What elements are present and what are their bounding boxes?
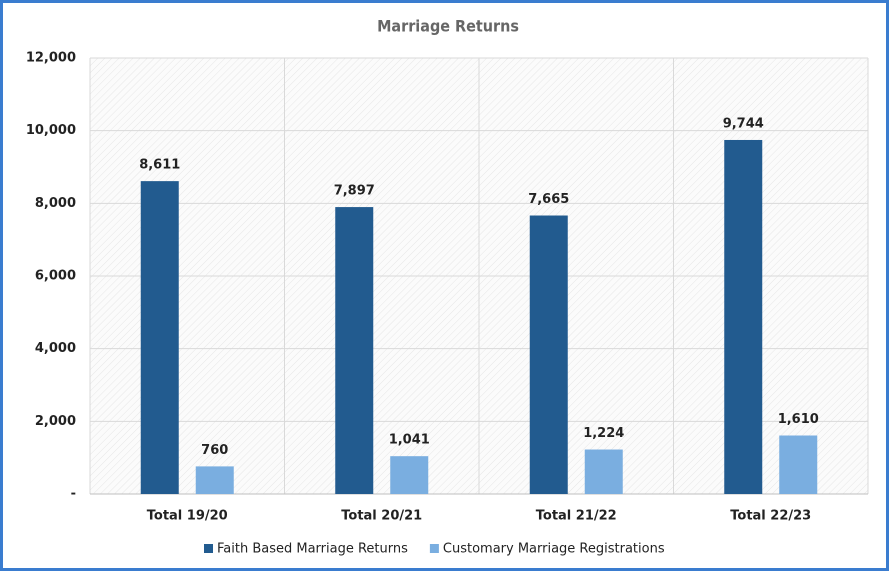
data-label: 1,041 bbox=[389, 433, 430, 448]
data-label: 1,610 bbox=[778, 412, 819, 427]
bar bbox=[335, 207, 374, 494]
x-tick-label: Total 21/22 bbox=[536, 509, 617, 524]
data-label: 1,224 bbox=[583, 426, 624, 441]
x-tick-label: Total 22/23 bbox=[730, 509, 811, 524]
bar bbox=[390, 456, 429, 494]
data-label: 8,611 bbox=[139, 158, 180, 173]
data-label: 7,665 bbox=[528, 192, 569, 207]
y-tick-label: - bbox=[71, 487, 76, 502]
bar bbox=[529, 215, 568, 494]
y-tick-label: 6,000 bbox=[35, 269, 76, 284]
bar bbox=[779, 435, 818, 494]
bar bbox=[584, 449, 623, 494]
data-label: 9,744 bbox=[723, 116, 764, 131]
x-tick-label: Total 20/21 bbox=[341, 509, 422, 524]
data-label: 760 bbox=[201, 443, 228, 458]
bar bbox=[195, 466, 234, 494]
bar bbox=[724, 139, 763, 494]
y-tick-label: 8,000 bbox=[35, 196, 76, 211]
chart-title: Marriage Returns bbox=[377, 17, 519, 36]
x-tick-label: Total 19/20 bbox=[147, 509, 228, 524]
legend-label: Faith Based Marriage Returns bbox=[217, 542, 408, 557]
legend-swatch bbox=[429, 544, 439, 553]
data-label: 7,897 bbox=[334, 184, 375, 199]
legend-swatch bbox=[204, 544, 213, 553]
y-tick-label: 12,000 bbox=[26, 51, 76, 66]
y-tick-label: 10,000 bbox=[26, 123, 76, 138]
legend-label: Customary Marriage Registrations bbox=[443, 542, 665, 557]
y-tick-label: 2,000 bbox=[35, 414, 76, 429]
y-tick-label: 4,000 bbox=[35, 341, 76, 356]
bar bbox=[140, 181, 179, 494]
